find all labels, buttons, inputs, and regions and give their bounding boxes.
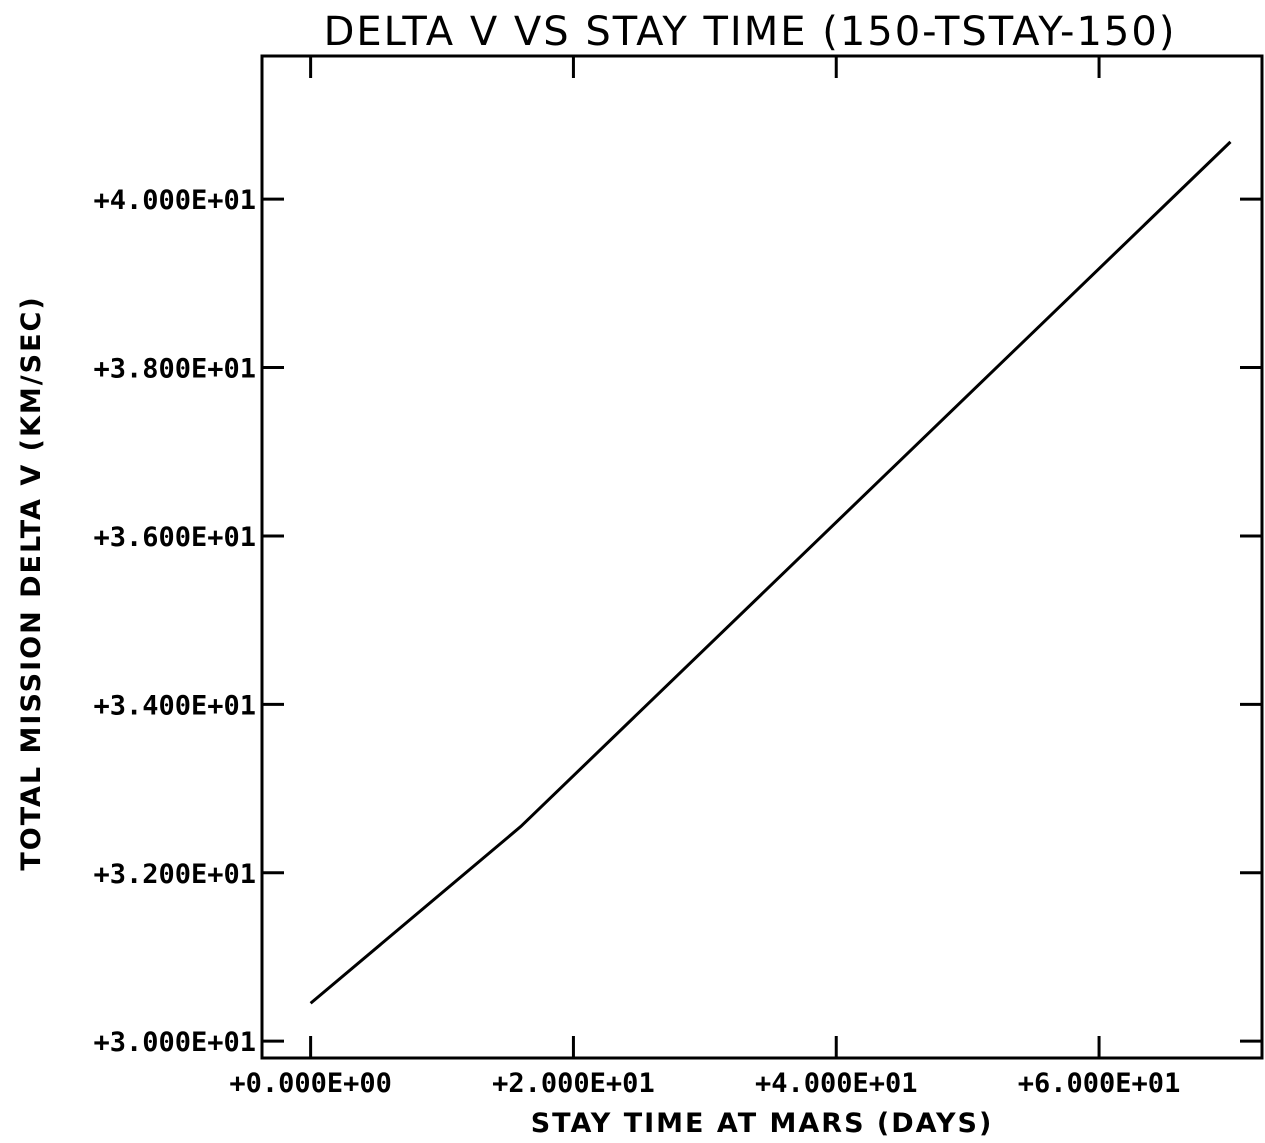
y-tick-label: +3.200E+01	[93, 859, 256, 890]
x-tick-label: +2.000E+01	[492, 1068, 655, 1099]
y-tick-label: +4.000E+01	[93, 185, 256, 216]
plot-frame	[260, 54, 1264, 1060]
x-axis-label: STAY TIME AT MARS (DAYS)	[531, 1108, 994, 1139]
y-tick-label: +3.600E+01	[93, 522, 256, 553]
chart-title: DELTA V VS STAY TIME (150-TSTAY-150)	[324, 9, 1177, 55]
x-tick-label: +4.000E+01	[755, 1068, 918, 1099]
y-tick-label: +3.400E+01	[93, 690, 256, 721]
series-line	[309, 140, 1232, 1005]
x-tick-label: +0.000E+00	[229, 1068, 392, 1099]
x-axis-ticks: +0.000E+00 +2.000E+01 +4.000E+01 +6.000E+01	[229, 56, 1180, 1099]
y-axis-ticks: +3.000E+01 +3.200E+01 +3.400E+01 +3.600E+01…	[93, 185, 1262, 1058]
y-tick-label: +3.800E+01	[93, 354, 256, 385]
x-tick-label: +6.000E+01	[1018, 1068, 1181, 1099]
y-axis-label: TOTAL MISSION DELTA V (KM/SEC)	[16, 295, 47, 870]
series-group	[309, 140, 1232, 1005]
y-tick-label: +3.000E+01	[93, 1027, 256, 1058]
